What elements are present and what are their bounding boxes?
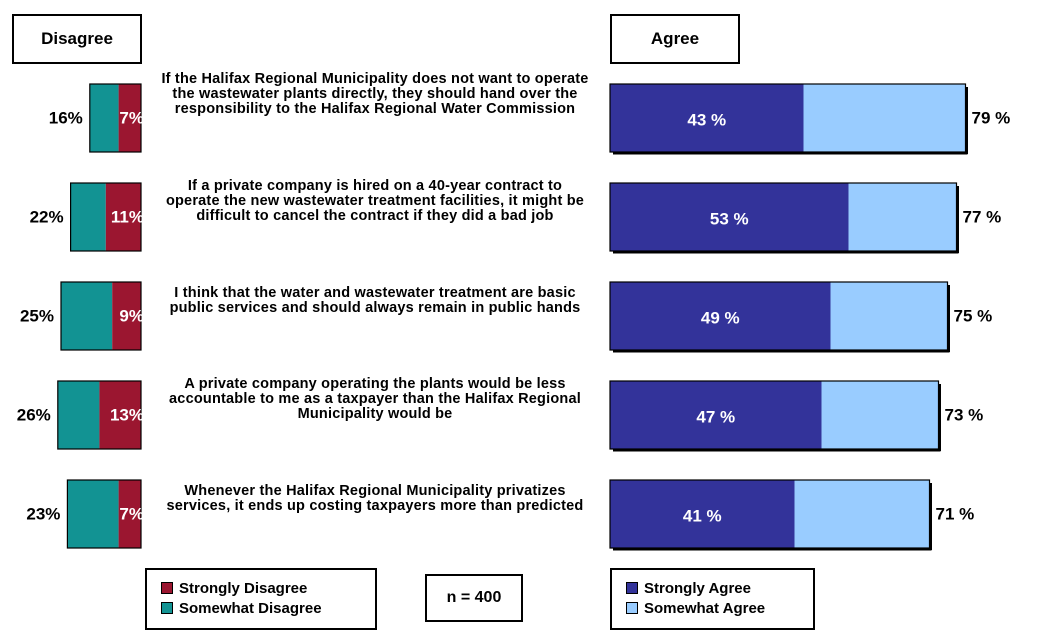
legend-label: Strongly Agree [644, 579, 751, 597]
legend-item-strongly-agree: Strongly Agree [626, 578, 803, 598]
strongly-agree-label: 41 % [683, 507, 722, 526]
statement-label: If the Halifax Regional Municipality doe… [161, 71, 589, 117]
disagree-legend: Strongly Disagree Somewhat Disagree [145, 568, 377, 630]
strongly-disagree-label: 9% [119, 307, 144, 326]
strongly-agree-label: 47 % [696, 408, 735, 427]
disagree-header: Disagree [12, 14, 142, 64]
agree-total-label: 77 % [963, 208, 1002, 227]
strongly-disagree-swatch [161, 582, 173, 594]
statement-label: I think that the water and wastewater tr… [169, 285, 581, 316]
agree-bar-outline [609, 380, 940, 450]
agree-total-label: 75 % [954, 307, 993, 326]
somewhat-disagree-bar [57, 381, 100, 449]
agree-header: Agree [610, 14, 740, 64]
legend-label: Strongly Disagree [179, 579, 308, 597]
strongly-disagree-bar [99, 381, 141, 449]
agree-total-label: 71 % [936, 505, 975, 524]
strongly-disagree-bar [105, 183, 141, 251]
agree-total-label: 73 % [945, 406, 984, 425]
strongly-agree-swatch [626, 582, 638, 594]
disagree-bar-outline [57, 380, 142, 450]
statement-label: A private company operating the plants w… [169, 376, 581, 422]
strongly-disagree-label: 7% [119, 505, 144, 524]
somewhat-disagree-bar [89, 84, 119, 152]
somewhat-agree-bar [830, 282, 948, 350]
strongly-agree-label: 43 % [687, 111, 726, 130]
legend-item-somewhat-agree: Somewhat Agree [626, 598, 803, 618]
disagree-bar-outline [89, 83, 142, 153]
somewhat-agree-bar [821, 381, 939, 449]
disagree-total-label: 22% [30, 208, 64, 227]
strongly-disagree-bar [118, 480, 141, 548]
strongly-agree-bar [610, 381, 822, 449]
disagree-total-label: 26% [17, 406, 51, 425]
somewhat-agree-bar [794, 480, 930, 548]
strongly-disagree-label: 13% [110, 406, 144, 425]
statement-label: Whenever the Halifax Regional Municipali… [166, 483, 584, 514]
legend-item-somewhat-disagree: Somewhat Disagree [161, 598, 365, 618]
legend-item-strongly-disagree: Strongly Disagree [161, 578, 365, 598]
strongly-agree-label: 53 % [710, 210, 749, 229]
somewhat-agree-bar [803, 84, 966, 152]
somewhat-disagree-bar [67, 480, 119, 548]
agree-bar-outline [609, 83, 967, 153]
agree-bar-outline [609, 479, 931, 549]
disagree-total-label: 25% [20, 307, 54, 326]
strongly-disagree-label: 7% [119, 109, 144, 128]
disagree-bar-outline [66, 479, 142, 549]
somewhat-disagree-bar [61, 282, 113, 350]
agree-total-label: 79 % [972, 109, 1011, 128]
strongly-agree-bar [610, 282, 831, 350]
legend-label: Somewhat Disagree [179, 599, 322, 617]
somewhat-disagree-bar [70, 183, 106, 251]
strongly-disagree-bar [118, 84, 141, 152]
disagree-total-label: 23% [26, 505, 60, 524]
disagree-bar-outline [60, 281, 142, 351]
sample-size-box: n = 400 [425, 574, 523, 622]
disagree-bar-outline [69, 182, 142, 252]
strongly-agree-bar [610, 84, 804, 152]
agree-bar-outline [609, 281, 949, 351]
strongly-disagree-label: 11% [111, 208, 144, 227]
strongly-agree-label: 49 % [701, 309, 740, 328]
legend-label: Somewhat Agree [644, 599, 766, 617]
agree-bar-outline [609, 182, 958, 252]
strongly-agree-bar [610, 183, 849, 251]
somewhat-disagree-swatch [161, 602, 173, 614]
strongly-agree-bar [610, 480, 795, 548]
strongly-disagree-bar [112, 282, 141, 350]
agree-legend: Strongly Agree Somewhat Agree [610, 568, 815, 630]
somewhat-agree-swatch [626, 602, 638, 614]
statement-label: If a private company is hired on a 40-ye… [165, 178, 585, 224]
disagree-total-label: 16% [49, 109, 83, 128]
somewhat-agree-bar [848, 183, 957, 251]
